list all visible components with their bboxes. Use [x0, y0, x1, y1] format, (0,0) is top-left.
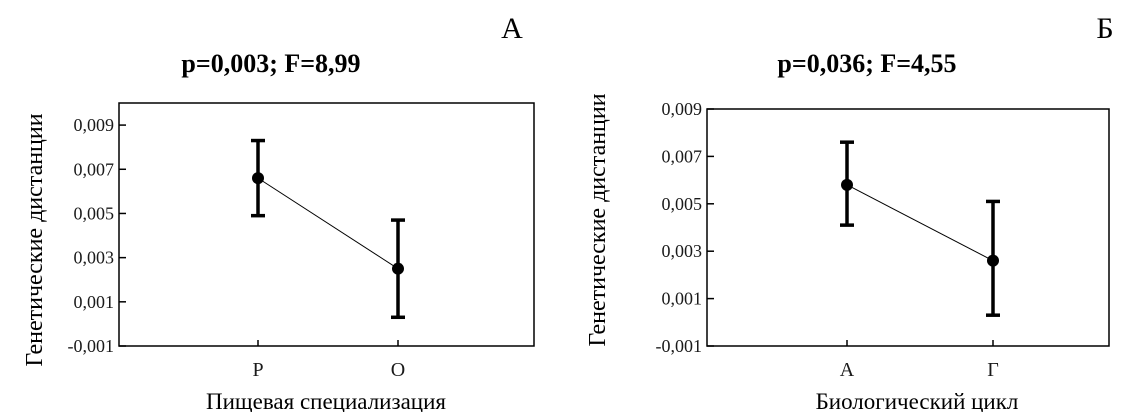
- chart-a-xtick-label: Р: [252, 359, 263, 381]
- chart-a-ytick-label: 0,007: [74, 159, 115, 179]
- chart-a-mean-connector: [257, 177, 399, 270]
- chart-a-mean-point: [252, 172, 264, 185]
- chart-a-title: p=0,003; F=8,99: [181, 49, 360, 78]
- chart-b-ylabel: Генетические дистанции: [585, 93, 611, 346]
- chart-b-title: p=0,036; F=4,55: [777, 49, 956, 78]
- chart-b-mean-point: [841, 178, 853, 191]
- chart-b-ytick-label: 0,003: [662, 241, 703, 261]
- chart-b-ytick-label: 0,009: [662, 99, 703, 119]
- panel-label-b: Б: [1096, 12, 1113, 45]
- chart-b-marks: 0,009 0,007 0,005 0,003 0,001 -0,001 А Г: [656, 99, 1000, 381]
- chart-a-xlabel: Пищевая специализация: [206, 389, 446, 412]
- panel-label-a: А: [501, 12, 523, 45]
- chart-a-ytick-label: 0,003: [74, 248, 115, 268]
- chart-panel-b: Б p=0,036; F=4,55 Генетические дистанции…: [563, 0, 1126, 412]
- chart-a-mean-point: [392, 262, 404, 275]
- chart-a-marks: 0,009 0,007 0,005 0,003 0,001 -0,001 Р О: [68, 115, 406, 381]
- chart-b-ytick-label: 0,005: [662, 194, 703, 214]
- chart-b-mean-point: [987, 254, 999, 267]
- chart-b-xlabel: Биологический цикл: [816, 389, 1019, 412]
- chart-a-xtick-label: О: [391, 359, 405, 381]
- chart-a-ytick-label: 0,005: [74, 203, 115, 223]
- chart-b-ytick-label: 0,007: [662, 146, 703, 166]
- chart-a-ytick-label: -0,001: [68, 336, 115, 356]
- chart-a-ytick-label: 0,009: [74, 115, 115, 135]
- chart-a-ytick-label: 0,001: [74, 292, 115, 312]
- chart-b-ytick-label: 0,001: [662, 289, 703, 309]
- chart-b-mean-connector: [846, 184, 994, 262]
- chart-b-ytick-label: -0,001: [656, 336, 703, 356]
- chart-b-xtick-label: Г: [987, 359, 999, 381]
- chart-b-xtick-label: А: [840, 359, 855, 381]
- chart-a-plot-frame: [118, 102, 535, 347]
- chart-b-plot-frame: [706, 108, 1110, 347]
- chart-a-ylabel: Генетические дистанции: [22, 113, 48, 366]
- chart-panel-a: А p=0,003; F=8,99 Генетические дистанции…: [22, 12, 535, 412]
- chart-b-svg: Б p=0,036; F=4,55 Генетические дистанции…: [585, 12, 1114, 412]
- chart-a-svg: А p=0,003; F=8,99 Генетические дистанции…: [22, 12, 535, 412]
